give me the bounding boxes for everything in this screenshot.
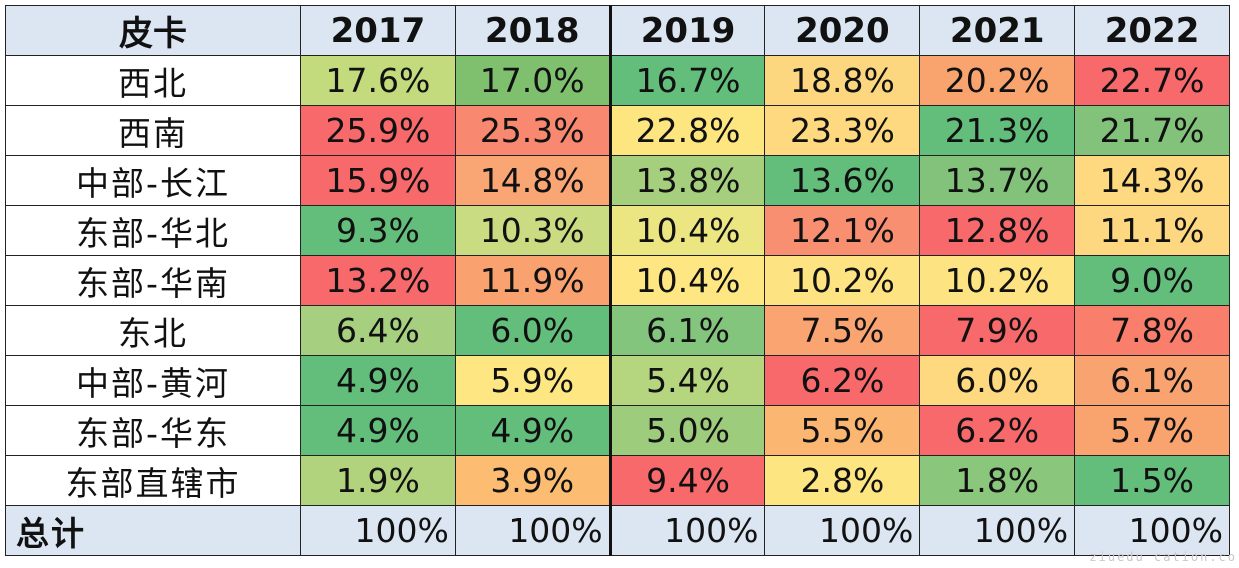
heatmap-table: 皮卡 2017 2018 2019 2020 2021 2022 西北 17.6%… [5, 5, 1230, 556]
year-header: 2019 [608, 5, 766, 56]
heat-cell: 6.4% [300, 305, 456, 356]
total-cell: 100% [300, 505, 456, 556]
heat-cell: 7.5% [764, 305, 921, 356]
heat-cell: 1.8% [919, 455, 1076, 506]
heat-cell: 16.7% [608, 55, 766, 106]
total-cell: 100% [919, 505, 1076, 556]
heat-cell: 4.9% [300, 355, 456, 406]
heat-cell: 1.5% [1074, 455, 1230, 506]
heat-cell: 5.7% [1074, 405, 1230, 456]
heat-cell: 11.9% [454, 255, 611, 306]
heat-cell: 18.8% [764, 55, 921, 106]
heat-cell: 9.4% [608, 455, 766, 506]
heat-cell: 17.0% [454, 55, 611, 106]
heat-cell: 12.8% [919, 205, 1076, 256]
row-label: 西北 [5, 55, 301, 106]
heat-cell: 6.1% [1074, 355, 1230, 406]
heat-cell: 11.1% [1074, 205, 1230, 256]
heat-cell: 9.3% [300, 205, 456, 256]
heat-cell: 14.3% [1074, 155, 1230, 206]
corner-label: 皮卡 [5, 5, 301, 56]
heat-cell: 6.0% [919, 355, 1076, 406]
heat-cell: 10.2% [764, 255, 921, 306]
heat-cell: 20.2% [919, 55, 1076, 106]
row-label: 东部-华北 [5, 205, 301, 256]
heat-cell: 5.0% [608, 405, 766, 456]
heat-cell: 4.9% [300, 405, 456, 456]
total-cell: 100% [454, 505, 611, 556]
year-header: 2021 [919, 5, 1076, 56]
table-row: 东部直辖市 1.9% 3.9% 9.4% 2.8% 1.8% 1.5% [5, 455, 1230, 506]
heat-cell: 21.7% [1074, 105, 1230, 156]
heat-cell: 13.6% [764, 155, 921, 206]
table-row: 东部-华北 9.3% 10.3% 10.4% 12.1% 12.8% 11.1% [5, 205, 1230, 256]
heat-cell: 6.0% [454, 305, 611, 356]
year-header: 2022 [1074, 5, 1230, 56]
heat-cell: 6.2% [919, 405, 1076, 456]
table-row: 中部-长江 15.9% 14.8% 13.8% 13.6% 13.7% 14.3% [5, 155, 1230, 206]
heat-cell: 9.0% [1074, 255, 1230, 306]
heat-cell: 10.3% [454, 205, 611, 256]
table-row: 东部-华东 4.9% 4.9% 5.0% 5.5% 6.2% 5.7% [5, 405, 1230, 456]
header-row: 皮卡 2017 2018 2019 2020 2021 2022 [5, 5, 1230, 56]
total-cell: 100% [608, 505, 766, 556]
total-cell: 100% [1074, 505, 1230, 556]
heat-cell: 15.9% [300, 155, 456, 206]
heat-cell: 21.3% [919, 105, 1076, 156]
heat-cell: 4.9% [454, 405, 611, 456]
heat-cell: 22.8% [608, 105, 766, 156]
row-label: 东部-华东 [5, 405, 301, 456]
heat-cell: 23.3% [764, 105, 921, 156]
heat-cell: 5.5% [764, 405, 921, 456]
total-row: 总计 100% 100% 100% 100% 100% 100% [5, 505, 1230, 556]
watermark-text: ziuedu cation.co [1089, 550, 1237, 564]
row-label: 东部直辖市 [5, 455, 301, 506]
heat-cell: 25.3% [454, 105, 611, 156]
table-row: 中部-黄河 4.9% 5.9% 5.4% 6.2% 6.0% 6.1% [5, 355, 1230, 406]
heat-cell: 10.4% [608, 205, 766, 256]
year-header: 2020 [764, 5, 921, 56]
row-label: 东部-华南 [5, 255, 301, 306]
heat-cell: 5.4% [608, 355, 766, 406]
heat-cell: 10.2% [919, 255, 1076, 306]
heat-cell: 6.1% [608, 305, 766, 356]
heat-cell: 5.9% [454, 355, 611, 406]
heat-cell: 13.8% [608, 155, 766, 206]
total-cell: 100% [764, 505, 921, 556]
row-label: 东北 [5, 305, 301, 356]
row-label: 中部-黄河 [5, 355, 301, 406]
heat-cell: 10.4% [608, 255, 766, 306]
heat-cell: 22.7% [1074, 55, 1230, 106]
table-body: 西北 17.6% 17.0% 16.7% 18.8% 20.2% 22.7% 西南 25.9% 2… [5, 55, 1230, 506]
heat-cell: 13.2% [300, 255, 456, 306]
heat-cell: 12.1% [764, 205, 921, 256]
row-label: 中部-长江 [5, 155, 301, 206]
heat-cell: 7.8% [1074, 305, 1230, 356]
year-header: 2017 [300, 5, 456, 56]
year-header: 2018 [454, 5, 611, 56]
heat-cell: 2.8% [764, 455, 921, 506]
heat-cell: 7.9% [919, 305, 1076, 356]
table-row: 西北 17.6% 17.0% 16.7% 18.8% 20.2% 22.7% [5, 55, 1230, 106]
total-label: 总计 [5, 505, 301, 556]
heat-cell: 17.6% [300, 55, 456, 106]
heat-cell: 25.9% [300, 105, 456, 156]
heat-cell: 14.8% [454, 155, 611, 206]
heat-cell: 13.7% [919, 155, 1076, 206]
table-row: 西南 25.9% 25.3% 22.8% 23.3% 21.3% 21.7% [5, 105, 1230, 156]
heat-cell: 1.9% [300, 455, 456, 506]
heat-cell: 6.2% [764, 355, 921, 406]
table-row: 东北 6.4% 6.0% 6.1% 7.5% 7.9% 7.8% [5, 305, 1230, 356]
row-label: 西南 [5, 105, 301, 156]
table-row: 东部-华南 13.2% 11.9% 10.4% 10.2% 10.2% 9.0% [5, 255, 1230, 306]
heat-cell: 3.9% [454, 455, 611, 506]
